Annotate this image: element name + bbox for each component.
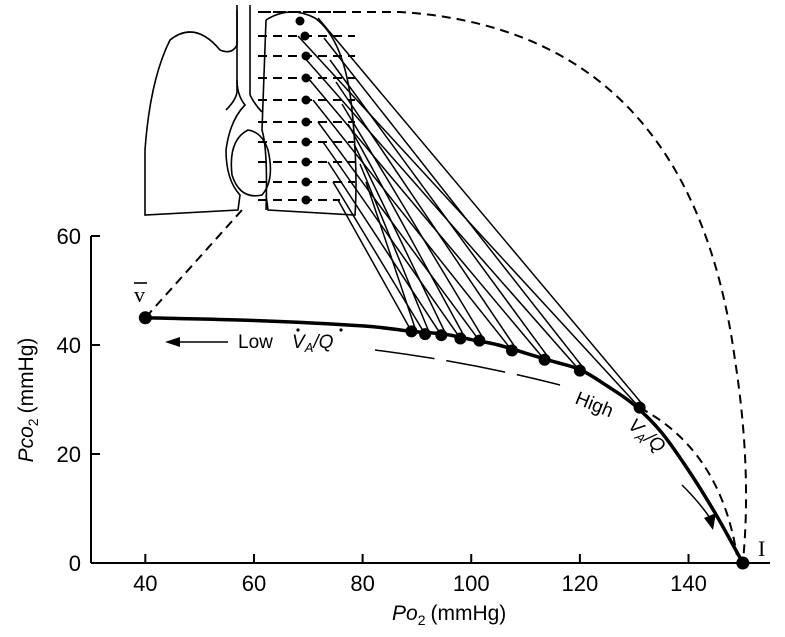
connector-line [323,37,585,370]
endpoint-point [138,311,152,325]
connector-line [359,163,430,333]
envelope-dashed-left [144,209,243,319]
x-tick-label: 120 [562,571,599,596]
lung-unit-point [473,334,486,347]
lung-illustration-dot [301,117,311,127]
endpoint-labels: v I [134,282,765,561]
lung-illustration [144,5,357,216]
lung-illustration-dot [301,177,311,187]
lung-illustration-dot [300,31,310,41]
connector-line [332,181,426,335]
y-tick-label: 60 [57,224,81,249]
lung-illustration-dot [301,73,311,83]
connector-line [335,81,517,349]
lung-unit-point [435,329,448,342]
unit-connector-lines [297,17,645,409]
connector-line [317,121,480,342]
connector-line [302,55,581,372]
vq-curve-points [138,311,750,570]
low-vq-annotation: Low VA/Q [165,328,561,386]
endpoint-point [736,556,750,570]
x-axis-ticks: 40 60 80 100 120 140 [133,554,707,596]
low-vq-label: VA/Q [292,332,334,355]
lung-illustration-dot [301,51,311,61]
connector-line [322,141,461,339]
lung-unit-point [419,328,432,341]
connector-line [337,199,413,332]
y-axis-title: Pco2(mmHg) [15,338,41,463]
y-axis-ticks: 0 20 40 60 [57,224,100,576]
low-label: Low [238,332,273,353]
x-tick-label: 140 [670,571,707,596]
high-label: High [572,388,616,422]
lung-illustration-dot [301,195,311,205]
y-tick-label: 20 [57,442,81,467]
endpoint-label-v: v [134,282,145,307]
x-tick-label: 100 [453,571,490,596]
connector-line [347,123,466,337]
y-tick-label: 0 [69,551,81,576]
axes: 40 60 80 100 120 140 0 20 40 60 [57,224,770,596]
lung-unit-point [573,364,586,377]
lung-unit-dots [295,16,311,205]
lung-unit-point [538,353,551,366]
x-tick-label: 40 [133,571,157,596]
lung-illustration-dot [301,95,311,105]
lung-illustration-dot [301,157,311,167]
envelope-dashed-outer [262,11,748,564]
connector-line [297,35,641,409]
lung-unit-point [633,401,646,414]
lung-illustration-dot [295,16,305,26]
connector-line [329,59,550,359]
lung-illustration-dot [301,137,311,147]
lung-unit-point [505,344,518,357]
vq-curve-line [145,316,745,564]
x-tick-label: 80 [350,571,374,596]
envelope-dashed-mid [639,406,738,556]
connector-line [307,77,546,361]
y-tick-label: 40 [57,333,81,358]
x-tick-label: 60 [242,571,266,596]
lung-unit-point [454,332,467,345]
connector-line [327,161,442,336]
connector-line [341,103,485,340]
connector-line [312,99,513,351]
x-axis-title: Po2 (mmHg) [392,602,506,628]
connector-line [317,17,645,407]
connector-line [353,143,447,334]
endpoint-label-i: I [758,536,765,561]
lung-unit-point [405,325,418,338]
high-vq-label: VA/Q [623,415,670,459]
